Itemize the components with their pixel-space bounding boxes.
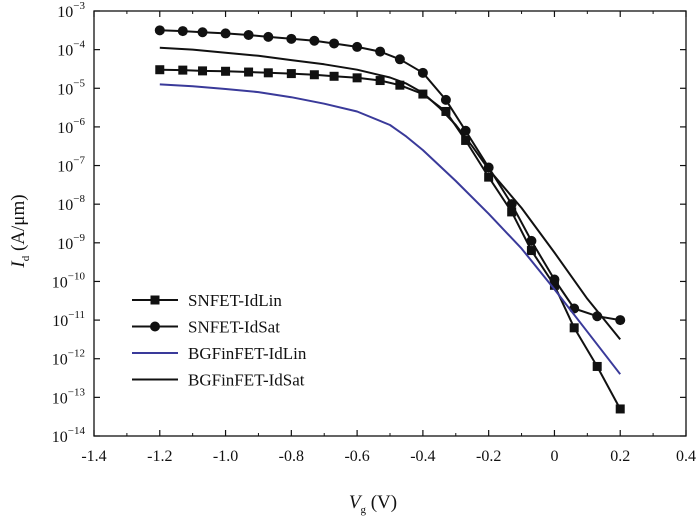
data-point (526, 235, 537, 246)
y-tick-label: 10−6 (57, 116, 85, 137)
series-layer (154, 25, 626, 414)
data-point (154, 25, 165, 36)
data-point (220, 28, 231, 39)
data-point (177, 26, 188, 37)
data-point (506, 199, 517, 210)
data-point (484, 172, 494, 182)
data-point (395, 80, 405, 90)
x-tick-label: -0.8 (279, 448, 304, 465)
data-point (526, 246, 536, 256)
data-point (394, 54, 405, 65)
data-point (263, 31, 274, 42)
y-tick-label: 10−4 (57, 39, 85, 60)
legend-item: BGFinFET-IdLin (132, 344, 307, 363)
y-tick-label: 10−14 (52, 425, 86, 446)
data-point (155, 65, 165, 75)
y-tick-label: 10−12 (52, 348, 85, 369)
legend: SNFET-IdLin SNFET-IdSat BGFinFET-IdLin BGFi… (132, 291, 307, 390)
data-point (221, 66, 231, 76)
legend-label: SNFET-IdSat (188, 318, 280, 337)
data-point (352, 41, 363, 52)
series-bgfinfet-idsat (159, 46, 621, 341)
data-point (549, 280, 559, 290)
data-point (507, 207, 517, 217)
data-point (375, 76, 385, 86)
series-line (159, 68, 622, 410)
data-point (243, 29, 254, 40)
plot-frame (93, 10, 687, 437)
legend-item: SNFET-IdSat (132, 318, 280, 337)
legend-label: BGFinFET-IdLin (188, 344, 307, 363)
y-tick-label: 10−5 (57, 77, 85, 98)
data-point (592, 361, 602, 371)
x-tick-label: -1.2 (147, 448, 172, 465)
x-tick-label: -1.0 (213, 448, 238, 465)
data-point (244, 67, 254, 77)
x-tick-label: -0.4 (410, 448, 435, 465)
y-tick-label: 10−11 (52, 309, 85, 330)
y-tick-label: 10−3 (57, 0, 85, 21)
data-point (615, 404, 625, 414)
series-snfet-idsat (154, 25, 626, 326)
y-tick-label: 10−7 (57, 155, 85, 176)
data-point (329, 71, 339, 81)
data-point (441, 106, 451, 116)
data-point (150, 321, 160, 332)
series-bgfinfet-idlin (159, 83, 621, 375)
x-axis-title: Vg (V) (349, 492, 397, 516)
y-axis: 10−3 10−4 10−5 10−6 10−7 10−8 10−9 10−10 10−11 10… (52, 0, 686, 446)
x-tick-label: 0.4 (676, 448, 696, 465)
y-axis-title: Id (A/μm) (8, 194, 32, 268)
series-line (159, 29, 621, 322)
y-tick-label: 10−8 (57, 193, 85, 214)
data-point (178, 65, 188, 75)
x-tick-label: 0.2 (610, 448, 630, 465)
data-point (569, 303, 580, 314)
data-point (286, 69, 296, 79)
data-point (286, 33, 297, 44)
legend-item: BGFinFET-IdSat (132, 371, 305, 390)
x-tick-label: -0.6 (344, 448, 369, 465)
x-axis: -1.4 -1.2 -1.0 -0.8 -0.6 -0.4 -0.2 0 0.2 0.4 (81, 11, 696, 465)
data-point (440, 94, 451, 105)
data-point (198, 66, 208, 76)
data-point (569, 323, 579, 333)
series-line (159, 46, 621, 341)
y-tick-label: 10−9 (57, 232, 85, 253)
data-point (329, 38, 340, 49)
data-point (417, 67, 428, 78)
data-point (263, 68, 273, 78)
data-point (309, 70, 319, 80)
data-point (150, 295, 160, 305)
y-tick-label: 10−13 (52, 386, 86, 407)
legend-label: SNFET-IdLin (188, 291, 282, 310)
legend-item: SNFET-IdLin (132, 291, 282, 310)
data-point (352, 73, 362, 83)
plot-border (93, 10, 687, 437)
series-line (159, 83, 621, 375)
y-tick-label: 10−10 (52, 270, 86, 291)
x-tick-label: 0 (550, 448, 558, 465)
data-point (615, 315, 626, 326)
data-point (375, 46, 386, 57)
x-tick-label: -1.4 (81, 448, 106, 465)
data-point (461, 135, 471, 145)
x-tick-label: -0.2 (476, 448, 501, 465)
data-point (549, 274, 560, 285)
series-snfet-idlin (155, 65, 625, 414)
data-point (197, 27, 208, 38)
legend-label: BGFinFET-IdSat (188, 371, 305, 390)
data-point (309, 35, 320, 46)
